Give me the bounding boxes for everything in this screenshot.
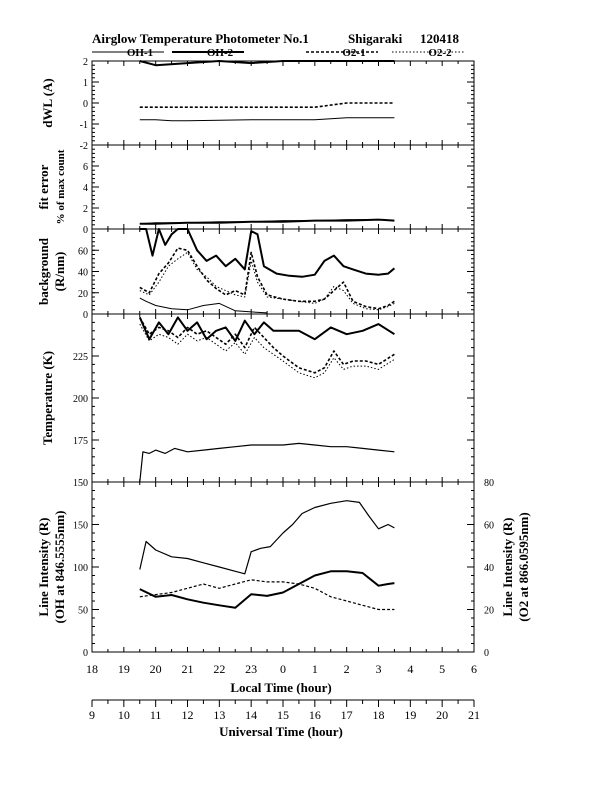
series-line-oh-1 [139, 297, 268, 314]
y-axis-label-2: (R/nm) [52, 252, 67, 292]
y-axis-label: Temperature (K) [40, 351, 55, 445]
chart-panels: -2 -1 0 1 2 dWL (A) 0 2 4 6 fit error % of max coun… [36, 57, 531, 659]
lt-tick-label: 3 [376, 662, 382, 676]
series-line-t-ref [139, 442, 395, 483]
y-right-tick-label: 60 [484, 521, 494, 532]
y-right-tick-label: 0 [484, 648, 489, 659]
y-tick-label: 2 [83, 57, 88, 68]
y-tick-label: 2 [83, 204, 88, 215]
legend-label-o2-2: O2-2 [428, 47, 452, 59]
ut-tick-label: 16 [309, 708, 321, 722]
lt-tick-label: 4 [407, 662, 413, 676]
y-tick-label: 50 [78, 606, 88, 617]
ut-tick-label: 19 [404, 708, 416, 722]
panel-frame [91, 481, 475, 653]
panel-frame [91, 144, 475, 230]
ut-tick-label: 13 [213, 708, 225, 722]
y-right-tick-label: 40 [484, 563, 494, 574]
y-axis-label: background [36, 237, 51, 305]
station-name: Shigaraki [348, 31, 403, 46]
panel-fit-error: 0 2 4 6 fit error % of max count [36, 144, 475, 236]
y-axis-label-2: (OH at 846.5555nm) [52, 510, 67, 623]
local-time-label: Local Time (hour) [230, 680, 331, 695]
lt-tick-label: 1 [312, 662, 318, 676]
y-tick-label: 4 [83, 183, 88, 194]
y-tick-label: 225 [73, 352, 88, 363]
y-right-tick-label: 80 [484, 478, 494, 489]
y-axis-label-right-2: (O2 at 866.0595nm) [516, 512, 531, 621]
lt-tick-label: 0 [280, 662, 286, 676]
time-axes: Local Time (hour) Universal Time (hour) … [86, 662, 480, 739]
y-tick-label: 1 [83, 78, 88, 89]
y-tick-label: 0 [83, 310, 88, 321]
y-tick-label: 0 [83, 648, 88, 659]
y-tick-label: 150 [73, 521, 88, 532]
series-line-o2-1 [139, 317, 395, 374]
ut-tick-label: 20 [436, 708, 448, 722]
series-line-oh-2 [139, 228, 396, 278]
series-line-o2-2 [139, 323, 395, 379]
ut-tick-label: 17 [341, 708, 353, 722]
y-axis-label: dWL (A) [40, 78, 55, 127]
ut-tick-label: 14 [245, 708, 257, 722]
series-line-o2 [139, 579, 395, 611]
y-right-tick-label: 20 [484, 606, 494, 617]
series-line-oh-1 [139, 117, 395, 122]
series-line-oh [139, 500, 395, 575]
lt-tick-label: 19 [118, 662, 130, 676]
date-code: 120418 [420, 31, 460, 46]
y-tick-label: 0 [83, 99, 88, 110]
y-tick-label: 6 [83, 162, 88, 173]
series-line-oh-2 [139, 218, 395, 225]
y-tick-label: 100 [73, 563, 88, 574]
y-tick-label: 200 [73, 394, 88, 405]
ut-tick-label: 11 [150, 708, 162, 722]
lt-tick-label: 5 [439, 662, 445, 676]
y-axis-label-2: % of max count [55, 149, 67, 224]
series-line-oh-2 [138, 316, 395, 342]
panel-temperature: 150 175 200 225 Temperature (K) [40, 313, 475, 489]
y-tick-label: -2 [80, 141, 88, 152]
y-axis-label: fit error [36, 164, 51, 209]
y-tick-label: 150 [73, 478, 88, 489]
series-line-oh-2 [139, 570, 395, 609]
ut-tick-label: 18 [373, 708, 385, 722]
legend-label-oh-2: OH-2 [207, 47, 234, 59]
legend-label-o2-1: O2-1 [342, 47, 365, 59]
panel-background: 0 20 40 60 background (R/nm) [36, 228, 475, 321]
lt-tick-label: 20 [150, 662, 162, 676]
ut-tick-label: 12 [182, 708, 194, 722]
y-tick-label: 20 [78, 289, 88, 300]
series-line-oh-2 [139, 60, 395, 67]
lt-tick-label: 21 [182, 662, 194, 676]
legend: OH-1 OH-2 O2-1 O2-2 [92, 47, 464, 59]
ut-tick-label: 15 [277, 708, 289, 722]
y-axis-label: Line Intensity (R) [36, 518, 51, 617]
panel-dwl: -2 -1 0 1 2 dWL (A) [40, 57, 475, 152]
figure-header: Airglow Temperature Photometer No.1 Shig… [92, 31, 464, 59]
y-tick-label: 175 [73, 436, 88, 447]
lt-tick-label: 23 [245, 662, 257, 676]
legend-label-oh-1: OH-1 [127, 47, 153, 59]
lt-tick-label: 2 [344, 662, 350, 676]
y-tick-label: -1 [80, 120, 88, 131]
panel-frame [91, 60, 475, 146]
y-tick-label: 0 [83, 225, 88, 236]
figure-title: Airglow Temperature Photometer No.1 [92, 31, 309, 46]
y-axis-label-right: Line Intensity (R) [500, 518, 515, 617]
lt-tick-label: 18 [86, 662, 98, 676]
ut-tick-label: 9 [89, 708, 95, 722]
series-line-o2-1 [139, 102, 395, 108]
universal-time-label: Universal Time (hour) [219, 724, 343, 739]
y-tick-label: 60 [78, 246, 88, 257]
lt-tick-label: 22 [213, 662, 225, 676]
lt-tick-label: 6 [471, 662, 477, 676]
ut-tick-label: 21 [468, 708, 480, 722]
y-tick-label: 40 [78, 268, 88, 279]
ut-tick-label: 10 [118, 708, 130, 722]
series-line-o2-1 [139, 247, 395, 310]
series-line-o2-2 [139, 251, 395, 311]
